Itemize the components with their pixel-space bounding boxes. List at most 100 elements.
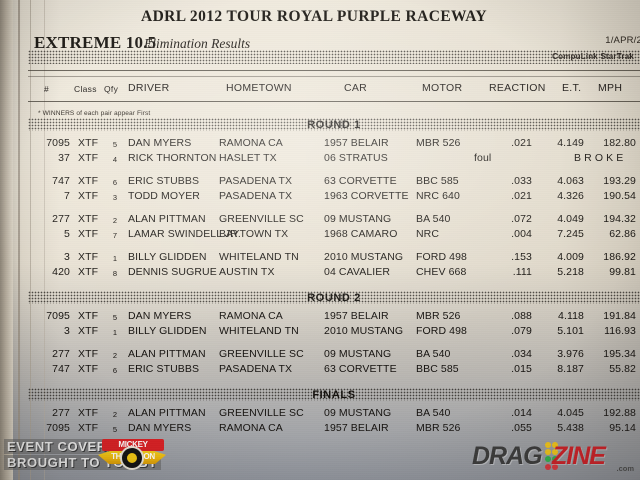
cell-hometown: RAMONA CA <box>219 137 283 149</box>
round-band-2 <box>28 291 640 304</box>
cell-mph: 55.82 <box>609 363 636 375</box>
cell-driver: DAN MYERS <box>128 422 192 434</box>
cell-driver: BILLY GLIDDEN <box>128 251 207 263</box>
cell-hometown: BAYTOWN TX <box>219 228 289 240</box>
cell-driver: LAMAR SWINDELL JR. <box>128 228 241 240</box>
cell-reaction: .055 <box>511 422 532 434</box>
result-row: 420 XTF 8 DENNIS SUGRUE AUSTIN TX 04 CAVALIER… <box>34 266 640 281</box>
cell-reaction: .034 <box>511 348 532 360</box>
result-row: 3 XTF 1 BILLY GLIDDEN WHITELAND TN 2010 MUSTA… <box>34 251 640 266</box>
cell-mph: 195.34 <box>603 348 636 360</box>
results-subtitle: Elimination Results <box>144 36 251 51</box>
cell-et: 3.976 <box>557 348 584 360</box>
cell-number: 420 <box>52 266 70 278</box>
result-row: 747 XTF 6 ERIC STUBBS PASADENA TX 63 CORVETTE… <box>34 363 640 378</box>
cell-qfy: 2 <box>112 410 118 419</box>
cell-car: 09 MUSTANG <box>324 213 392 225</box>
date-stamp: 1/APR/2 <box>605 35 640 46</box>
cell-mph: 186.92 <box>603 251 636 263</box>
brand-tld: .com <box>616 464 634 473</box>
cell-motor: BA 540 <box>416 407 451 419</box>
cell-qfy: 4 <box>112 155 118 164</box>
cell-car: 1957 BELAIR <box>324 310 389 322</box>
cell-car: 1957 BELAIR <box>324 422 389 434</box>
column-header-reaction: REACTION <box>489 82 546 94</box>
cell-hometown: PASADENA TX <box>219 175 293 187</box>
cell-motor: BBC 585 <box>416 363 459 375</box>
column-header-row: # Class Qfy DRIVER HOMETOWN CAR MOTOR RE… <box>34 82 640 98</box>
cell-class: XTF <box>78 190 99 202</box>
margin-rule-middle <box>30 0 31 480</box>
column-header-et: E.T. <box>562 82 582 94</box>
divider-above-columns <box>28 70 640 71</box>
cell-reaction: .004 <box>511 228 532 240</box>
cell-driver: ALAN PITTMAN <box>128 213 206 225</box>
cell-class: XTF <box>78 251 99 263</box>
cell-reaction: .033 <box>511 175 532 187</box>
cell-reaction: .021 <box>511 190 532 202</box>
cell-number: 277 <box>52 348 70 360</box>
cell-hometown: AUSTIN TX <box>219 266 275 278</box>
cell-reaction: .021 <box>511 137 532 149</box>
cell-hometown: PASADENA TX <box>219 363 293 375</box>
column-header-driver: DRIVER <box>128 82 170 94</box>
cell-number: 277 <box>52 213 70 225</box>
cell-car: 06 STRATUS <box>324 152 388 164</box>
cell-qfy: 5 <box>112 425 118 434</box>
cell-qfy: 8 <box>112 269 118 278</box>
cell-motor: FORD 498 <box>416 325 467 337</box>
cell-number: 3 <box>64 251 70 263</box>
cell-status: B R O K E <box>574 152 624 164</box>
cell-qfy: 6 <box>112 366 118 375</box>
timing-system-label: CompuLink StarTrak <box>552 52 634 61</box>
cell-class: XTF <box>78 422 99 434</box>
margin-rule-inner <box>44 0 45 480</box>
cell-reaction: .015 <box>511 363 532 375</box>
cell-car: 1957 BELAIR <box>324 137 389 149</box>
cell-number: 5 <box>64 228 70 240</box>
cell-class: XTF <box>78 213 99 225</box>
cell-car: 63 CORVETTE <box>324 175 397 187</box>
cell-et: 4.326 <box>557 190 584 202</box>
cell-mph: 99.81 <box>609 266 636 278</box>
round-band-3 <box>28 388 640 401</box>
cell-mph: 116.93 <box>604 325 636 337</box>
cell-mph: 190.54 <box>603 190 636 202</box>
cell-car: 09 MUSTANG <box>324 348 392 360</box>
cell-driver: RICK THORNTON <box>128 152 217 164</box>
cell-car: 1963 CORVETTE <box>324 190 409 202</box>
cell-hometown: GREENVILLE SC <box>219 407 304 419</box>
cell-motor: BA 540 <box>416 213 451 225</box>
cell-et: 5.101 <box>557 325 584 337</box>
result-row: 37 XTF 4 RICK THORNTON HASLET TX 06 STRATUS fo… <box>34 152 640 167</box>
dragzine-watermark[interactable]: DRAG ZINE .com <box>472 440 636 474</box>
cell-et: 4.009 <box>557 251 584 263</box>
cell-mph: 191.84 <box>603 310 636 322</box>
cell-motor: FORD 498 <box>416 251 467 263</box>
cell-driver: DAN MYERS <box>128 310 192 322</box>
cell-qfy: 5 <box>112 313 118 322</box>
result-row: 7 XTF 3 TODD MOYER PASADENA TX 1963 CORVETTE N… <box>34 190 640 205</box>
cell-motor: BA 540 <box>416 348 451 360</box>
cell-et: 4.063 <box>557 175 584 187</box>
column-header-class: Class <box>74 84 97 94</box>
result-row: 277 XTF 2 ALAN PITTMAN GREENVILLE SC 09 MUSTA… <box>34 348 640 363</box>
cell-qfy: 2 <box>112 351 118 360</box>
cell-mph: 192.88 <box>603 407 636 419</box>
cell-class: XTF <box>78 137 99 149</box>
cell-et: 5.438 <box>557 422 584 434</box>
cell-reaction: .079 <box>511 325 532 337</box>
round-label: FINALS <box>312 389 356 401</box>
cell-hometown: GREENVILLE SC <box>219 213 304 225</box>
cell-number: 7095 <box>46 310 70 322</box>
cell-reaction: .072 <box>511 213 532 225</box>
round-label: ROUND 2 <box>307 292 361 304</box>
cell-class: XTF <box>78 228 99 240</box>
cell-mph: 194.32 <box>603 213 636 225</box>
divider-above-columns-2 <box>28 76 640 77</box>
cell-qfy: 2 <box>112 216 118 225</box>
cell-car: 1968 CAMARO <box>324 228 398 240</box>
column-header-motor: MOTOR <box>422 82 463 94</box>
cell-driver: ERIC STUBBS <box>128 363 200 375</box>
cell-driver: ALAN PITTMAN <box>128 407 206 419</box>
